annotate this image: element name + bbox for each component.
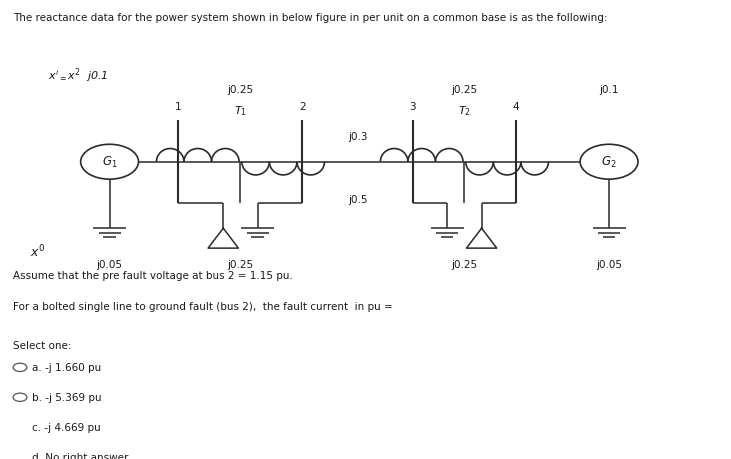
Text: $T_1$: $T_1$ (234, 104, 247, 118)
Text: 1: 1 (175, 101, 182, 112)
Text: 3: 3 (409, 101, 416, 112)
Text: d. No right answer: d. No right answer (32, 452, 129, 459)
Text: j0.05: j0.05 (96, 259, 123, 269)
Text: j0.25: j0.25 (227, 85, 254, 95)
Text: $T_2$: $T_2$ (458, 104, 471, 118)
Text: j0.3: j0.3 (348, 132, 368, 142)
Text: a. -j 1.660 pu: a. -j 1.660 pu (32, 363, 102, 373)
Text: 2: 2 (299, 101, 306, 112)
Text: $G_1$: $G_1$ (102, 155, 118, 170)
Text: For a bolted single line to ground fault (bus 2),  the fault current  in pu =: For a bolted single line to ground fault… (13, 301, 393, 311)
Text: b. -j 5.369 pu: b. -j 5.369 pu (32, 392, 102, 403)
Text: Select one:: Select one: (13, 341, 72, 351)
Text: j0.5: j0.5 (348, 195, 368, 205)
Text: $G_2$: $G_2$ (602, 155, 617, 170)
Text: $x^0$: $x^0$ (31, 243, 45, 260)
Text: Assume that the pre fault voltage at bus 2 = 1.15 pu.: Assume that the pre fault voltage at bus… (13, 270, 293, 280)
Text: j0.25: j0.25 (451, 85, 477, 95)
Text: j0.25: j0.25 (451, 259, 477, 269)
Text: 4: 4 (512, 101, 519, 112)
Text: j0.25: j0.25 (227, 259, 254, 269)
Text: c. -j 4.669 pu: c. -j 4.669 pu (32, 422, 101, 432)
Text: j0.1: j0.1 (599, 85, 619, 95)
Text: The reactance data for the power system shown in below figure in per unit on a c: The reactance data for the power system … (13, 13, 607, 23)
Text: j0.05: j0.05 (596, 259, 622, 269)
Text: $x'_= x^2$  $j$0.1: $x'_= x^2$ $j$0.1 (48, 66, 107, 84)
